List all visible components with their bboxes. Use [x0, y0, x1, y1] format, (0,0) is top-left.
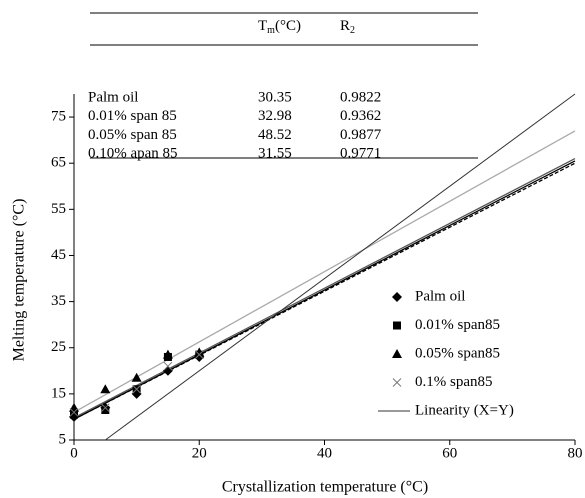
table-header: Tm(°C) [258, 18, 301, 36]
table-cell: 0.9877 [340, 127, 382, 143]
x-axis-label: Crystallization temperature (°C) [222, 479, 428, 496]
header-part: R [340, 18, 350, 34]
table-cell: 48.52 [258, 127, 292, 143]
legend-label: 0.05% span85 [415, 345, 500, 361]
header-part: T [258, 18, 267, 34]
x-tick-label: 40 [317, 445, 332, 461]
table-header: R2 [340, 18, 355, 36]
legend-label: 0.01% span85 [415, 317, 500, 333]
marker [131, 372, 142, 382]
header-part: m [267, 25, 275, 36]
marker [100, 403, 110, 413]
y-tick-label: 55 [51, 201, 66, 217]
marker [163, 361, 173, 371]
trend-line [73, 160, 576, 420]
marker [69, 407, 79, 417]
legend-marker [392, 349, 402, 358]
x-tick-label: 80 [568, 445, 583, 461]
table-cell: 0.10% apan 85 [88, 146, 178, 162]
y-tick-label: 15 [51, 385, 66, 401]
table-cell: 0.05% span 85 [88, 127, 177, 143]
marker [194, 347, 205, 357]
table-cell: 0.01% span 85 [88, 108, 177, 124]
x-tick-label: 60 [442, 445, 457, 461]
x-tick-label: 0 [70, 445, 78, 461]
legend-label: Linearity (X=Y) [415, 402, 514, 418]
marker [100, 384, 111, 394]
legend-label: 0.1% span85 [415, 374, 493, 390]
trend-line [73, 158, 576, 419]
table-cell: 30.35 [258, 89, 292, 105]
header-part: (°C) [275, 18, 301, 34]
linearity-line [105, 93, 576, 441]
y-tick-label: 5 [59, 431, 67, 447]
marker [70, 410, 78, 419]
trend-line [73, 130, 576, 413]
table-cell: 0.9771 [340, 146, 381, 162]
y-tick-label: 45 [51, 247, 66, 263]
marker [69, 402, 79, 412]
marker [194, 350, 204, 360]
legend-marker [392, 292, 402, 302]
marker [132, 384, 141, 394]
table-cell: 31.55 [258, 146, 292, 162]
table-cell: 32.98 [258, 108, 292, 124]
y-tick-label: 35 [51, 293, 66, 309]
marker [162, 349, 173, 359]
header-part: 2 [350, 25, 355, 36]
legend-label: Palm oil [415, 288, 465, 304]
marker [101, 406, 110, 415]
legend-marker [393, 321, 401, 330]
y-tick-label: 75 [51, 109, 66, 125]
y-axis-label: Melting temperature (°C) [11, 199, 28, 362]
table-cell: 0.9822 [340, 89, 381, 105]
x-tick-label: 20 [192, 445, 207, 461]
legend-marker [392, 378, 402, 387]
y-tick-label: 65 [51, 155, 66, 171]
table-cell: Palm oil [88, 89, 138, 105]
y-tick-label: 25 [51, 339, 66, 355]
table-cell: 0.9362 [340, 108, 381, 124]
